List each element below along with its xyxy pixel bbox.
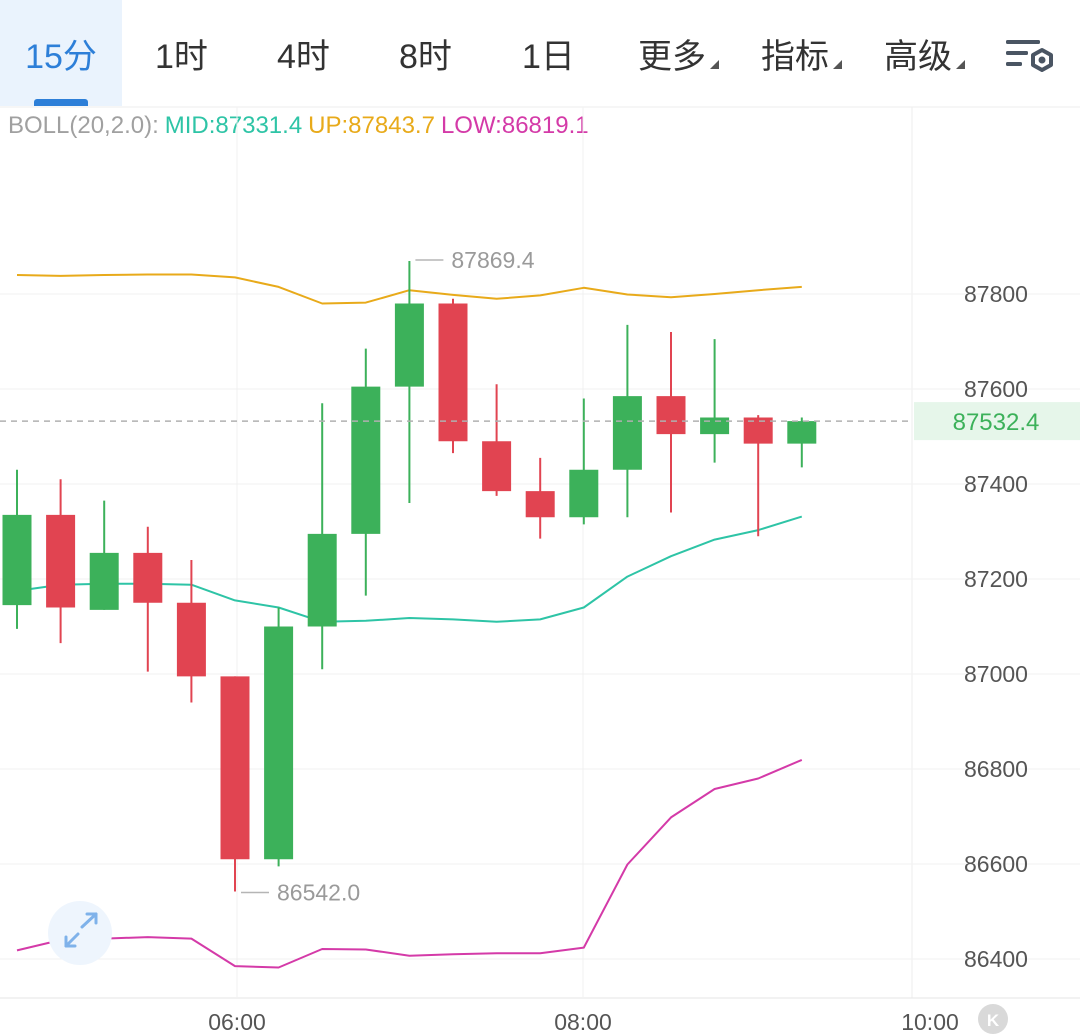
tab-8h[interactable]: 8时: [399, 0, 452, 106]
current-price-badge: [914, 402, 1080, 441]
tab-label: 指标: [761, 37, 829, 76]
arrow-head: [85, 912, 98, 925]
candle-up: [89, 500, 119, 610]
dropdown-triangle-icon: [710, 59, 719, 69]
candle-body: [264, 626, 294, 860]
candle-up: [787, 417, 817, 468]
arrow-shaft: [80, 912, 98, 929]
candle-down: [482, 384, 512, 496]
expand-arrows-icon: [64, 912, 98, 948]
k-logo-letter: K: [987, 1011, 1000, 1030]
candle-up: [307, 403, 337, 670]
current-price-marker: 87532.4: [0, 402, 1080, 441]
boll-low-value: LOW:86819.1: [440, 112, 589, 139]
chart-settings-icon[interactable]: [1004, 36, 1056, 80]
boll-indicator-legend: BOLL(20,2.0): MID:87331.4 UP:87843.7 LOW…: [8, 112, 589, 146]
candle-down: [46, 479, 76, 644]
candle-down: [133, 526, 163, 672]
candle-up: [394, 261, 424, 503]
candle-up: [351, 348, 381, 596]
y-tick-label: 86800: [964, 756, 1028, 782]
tab-15min[interactable]: 15分: [0, 0, 122, 106]
tab-label: 8时: [399, 37, 452, 76]
candle-body: [525, 491, 555, 518]
boll-mid-value: MID:87331.4: [164, 112, 303, 139]
low-price-label: 86542.0: [277, 880, 360, 906]
active-tab-indicator: [34, 99, 88, 106]
candle-up: [700, 339, 730, 463]
chart-grid: [0, 106, 1080, 999]
expand-chart-button[interactable]: [48, 901, 112, 965]
candle-down: [176, 560, 206, 703]
tab-more[interactable]: 更多: [638, 0, 719, 106]
candle-body: [220, 676, 250, 860]
dropdown-triangle-icon: [956, 59, 965, 69]
high-price-label: 87869.4: [451, 247, 534, 273]
boll-up-value: UP:87843.7: [308, 112, 435, 139]
tab-advanced[interactable]: 高级: [884, 0, 965, 106]
candle-down: [220, 676, 250, 892]
y-tick-label: 87200: [964, 566, 1028, 592]
candle-body: [438, 303, 468, 442]
candles: [2, 261, 817, 892]
y-tick-label: 86400: [964, 946, 1028, 972]
x-tick-label: 06:00: [208, 1009, 266, 1035]
candle-body: [394, 303, 424, 387]
dropdown-triangle-icon: [833, 59, 842, 69]
y-tick-label: 87400: [964, 471, 1028, 497]
candle-up: [569, 398, 599, 525]
boll-name: BOLL(20,2.0):: [8, 112, 159, 139]
candle-body: [46, 514, 76, 608]
tab-indicators[interactable]: 指标: [761, 0, 842, 106]
candle-body: [351, 386, 381, 534]
candle-up: [2, 469, 32, 629]
candle-body: [2, 514, 32, 606]
candle-down: [656, 332, 686, 513]
candle-body: [176, 602, 206, 677]
boll-lower-line: [16, 758, 803, 969]
candle-body: [656, 396, 686, 435]
chart-axes: 87800 87600 87400 87200 87000 86800 86600 86400…: [208, 281, 1028, 1035]
arrow-head: [64, 935, 77, 948]
candle-down: [525, 457, 555, 539]
expand-button-bg: [48, 901, 112, 965]
candle-body: [89, 552, 119, 610]
x-tick-label: 08:00: [554, 1009, 612, 1035]
y-tick-label: 87800: [964, 281, 1028, 307]
chart-annotations: 87869.4 86542.0: [241, 247, 535, 906]
candle-body: [700, 417, 730, 435]
tab-label: 15分: [25, 37, 97, 76]
x-tick-label: 10:00: [901, 1009, 959, 1035]
y-tick-label: 87600: [964, 376, 1028, 402]
tab-label: 4时: [277, 37, 330, 76]
current-price-label: 87532.4: [953, 409, 1040, 436]
k-logo-icon: K: [978, 1004, 1008, 1034]
arrow-shaft: [64, 932, 80, 948]
candle-down: [438, 298, 468, 454]
candle-body: [787, 421, 817, 444]
candle-body: [612, 396, 642, 470]
candle-down: [743, 415, 773, 537]
interval-tabbar: 15分 1时 4时 8时 1日 更多 指标 高级: [0, 0, 1080, 106]
tab-label: 1时: [155, 37, 208, 76]
tab-label: 1日: [522, 37, 575, 76]
tab-1h[interactable]: 1时: [155, 0, 208, 106]
candle-body: [569, 469, 599, 518]
tab-label: 更多: [638, 37, 706, 76]
tab-1d[interactable]: 1日: [522, 0, 575, 106]
candle-up: [612, 324, 642, 518]
candle-body: [482, 441, 512, 492]
tab-4h[interactable]: 4时: [277, 0, 330, 106]
y-tick-label: 86600: [964, 851, 1028, 877]
candle-up: [264, 607, 294, 867]
k-logo-circle: [978, 1004, 1008, 1034]
candle-body: [307, 533, 337, 627]
candle-body: [133, 552, 163, 603]
y-tick-label: 87000: [964, 661, 1028, 687]
tab-label: 高级: [884, 37, 952, 76]
